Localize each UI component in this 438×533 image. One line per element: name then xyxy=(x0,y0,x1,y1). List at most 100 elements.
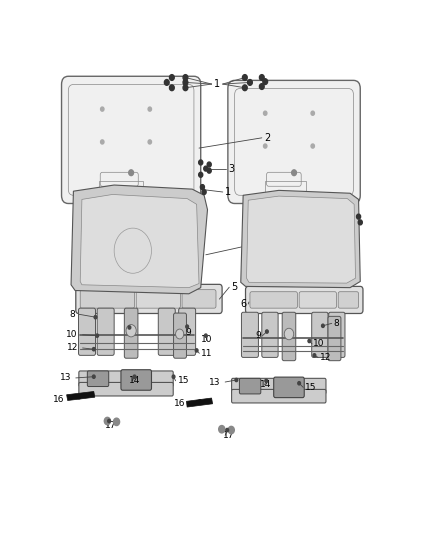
Circle shape xyxy=(207,168,211,173)
FancyBboxPatch shape xyxy=(299,292,336,308)
FancyBboxPatch shape xyxy=(338,292,359,308)
Circle shape xyxy=(313,354,316,357)
Circle shape xyxy=(104,417,110,425)
Text: 8: 8 xyxy=(333,319,339,328)
FancyBboxPatch shape xyxy=(282,312,296,361)
Circle shape xyxy=(311,144,314,148)
Text: 14: 14 xyxy=(129,376,140,385)
Text: 4: 4 xyxy=(264,238,270,247)
FancyBboxPatch shape xyxy=(246,286,363,313)
Circle shape xyxy=(207,162,211,167)
Text: 5: 5 xyxy=(231,282,237,292)
Polygon shape xyxy=(241,190,360,288)
Text: 1: 1 xyxy=(224,187,230,197)
Circle shape xyxy=(243,85,247,91)
Circle shape xyxy=(128,326,131,329)
Text: 15: 15 xyxy=(305,383,317,392)
Text: 17: 17 xyxy=(105,422,117,431)
Circle shape xyxy=(265,330,268,333)
Polygon shape xyxy=(247,196,356,283)
Circle shape xyxy=(183,85,188,91)
Circle shape xyxy=(219,425,225,433)
Circle shape xyxy=(113,418,120,425)
Circle shape xyxy=(195,349,198,352)
Bar xyxy=(99,181,143,195)
Text: 10: 10 xyxy=(201,335,213,344)
Circle shape xyxy=(94,316,97,319)
FancyBboxPatch shape xyxy=(179,308,196,356)
FancyBboxPatch shape xyxy=(328,312,345,358)
FancyBboxPatch shape xyxy=(97,308,114,356)
Circle shape xyxy=(176,329,184,339)
Text: 16: 16 xyxy=(174,399,185,408)
Circle shape xyxy=(263,79,268,84)
Polygon shape xyxy=(187,398,212,407)
Circle shape xyxy=(284,328,294,340)
Text: 9: 9 xyxy=(185,328,191,337)
Circle shape xyxy=(308,340,311,343)
Text: 15: 15 xyxy=(178,376,189,385)
Polygon shape xyxy=(67,391,95,400)
Polygon shape xyxy=(71,185,208,294)
Text: 3: 3 xyxy=(228,164,234,174)
Bar xyxy=(253,211,283,238)
FancyBboxPatch shape xyxy=(312,312,328,358)
Text: 1: 1 xyxy=(214,79,220,89)
Bar xyxy=(123,243,155,273)
Circle shape xyxy=(357,214,360,219)
Text: 13: 13 xyxy=(60,374,71,382)
FancyBboxPatch shape xyxy=(80,290,134,308)
Circle shape xyxy=(226,429,229,432)
FancyBboxPatch shape xyxy=(87,371,109,386)
FancyBboxPatch shape xyxy=(250,292,297,308)
Circle shape xyxy=(148,140,152,144)
Circle shape xyxy=(199,400,201,403)
Circle shape xyxy=(101,140,104,144)
FancyBboxPatch shape xyxy=(328,317,341,361)
Bar xyxy=(87,243,119,273)
Circle shape xyxy=(264,111,267,115)
FancyBboxPatch shape xyxy=(79,371,173,386)
Text: 13: 13 xyxy=(209,377,220,386)
FancyBboxPatch shape xyxy=(79,383,173,396)
Bar xyxy=(287,211,317,238)
Bar xyxy=(287,241,317,271)
Text: 2: 2 xyxy=(264,133,270,143)
Circle shape xyxy=(265,379,268,383)
Circle shape xyxy=(204,166,208,171)
Circle shape xyxy=(183,79,188,85)
Bar xyxy=(265,181,306,195)
Circle shape xyxy=(259,84,264,90)
Circle shape xyxy=(205,334,207,337)
Circle shape xyxy=(101,107,104,111)
Circle shape xyxy=(92,375,95,378)
Circle shape xyxy=(202,190,206,195)
Circle shape xyxy=(247,79,252,85)
Circle shape xyxy=(298,382,300,385)
Circle shape xyxy=(186,325,188,328)
Circle shape xyxy=(172,375,175,378)
FancyBboxPatch shape xyxy=(262,312,278,358)
Bar xyxy=(253,241,283,271)
FancyBboxPatch shape xyxy=(78,308,95,356)
Text: 9: 9 xyxy=(255,331,261,340)
Text: 12: 12 xyxy=(67,343,78,352)
Text: 12: 12 xyxy=(320,353,331,362)
Circle shape xyxy=(170,75,174,80)
Circle shape xyxy=(228,426,234,434)
FancyBboxPatch shape xyxy=(232,390,326,403)
FancyBboxPatch shape xyxy=(182,290,216,308)
Polygon shape xyxy=(80,195,199,288)
Circle shape xyxy=(264,144,267,148)
FancyBboxPatch shape xyxy=(76,284,222,313)
Circle shape xyxy=(183,75,188,80)
Circle shape xyxy=(78,395,81,399)
Text: 14: 14 xyxy=(260,381,272,390)
Text: 10: 10 xyxy=(314,340,325,349)
FancyBboxPatch shape xyxy=(136,290,180,308)
Circle shape xyxy=(164,79,169,85)
Circle shape xyxy=(243,75,247,80)
Circle shape xyxy=(321,324,324,327)
Text: 3: 3 xyxy=(346,207,352,217)
Bar xyxy=(123,209,155,238)
